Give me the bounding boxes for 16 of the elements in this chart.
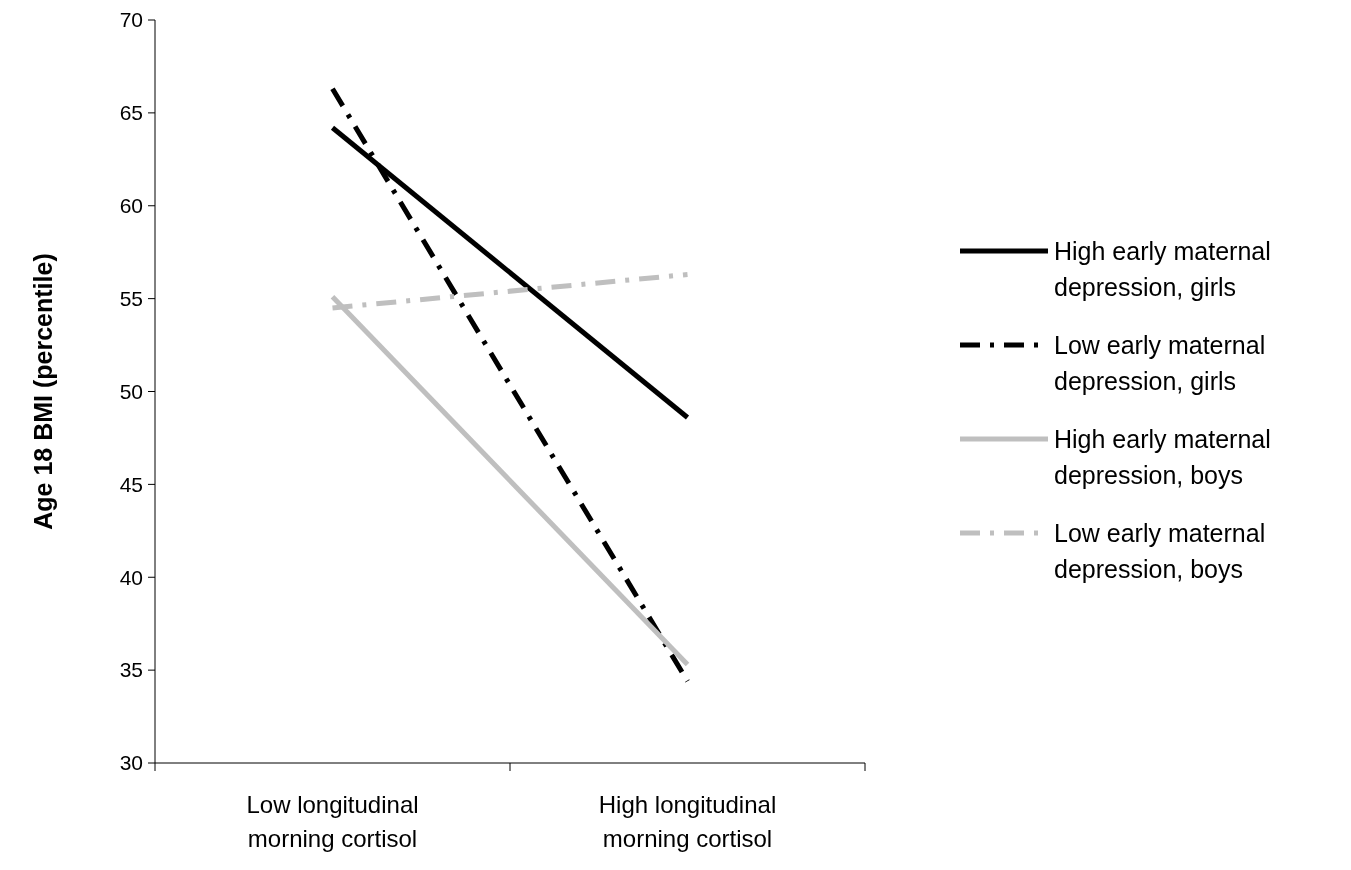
x-tick-label: High longitudinal morning cortisol	[598, 791, 777, 852]
y-tick-label: 40	[119, 565, 143, 589]
legend-label: Low early maternal depression, girls	[1054, 330, 1266, 395]
y-tick-label: 50	[119, 379, 143, 403]
y-tick-label: 65	[119, 101, 143, 125]
y-tick-label: 70	[119, 8, 143, 32]
legend-label: Low early maternal depression, boys	[1054, 518, 1266, 583]
y-tick-label: 45	[119, 472, 143, 496]
legend-label: High early maternal depression, girls	[1054, 236, 1271, 301]
legend-label: High early maternal depression, boys	[1054, 424, 1271, 489]
x-tick-label: Low longitudinal morning cortisol	[246, 791, 419, 852]
y-tick-label: 55	[119, 286, 143, 310]
y-tick-label: 35	[119, 658, 143, 682]
y-tick-label: 60	[119, 194, 143, 218]
y-axis-title: Age 18 BMI (percentile)	[29, 253, 57, 530]
y-tick-label: 30	[119, 751, 143, 775]
